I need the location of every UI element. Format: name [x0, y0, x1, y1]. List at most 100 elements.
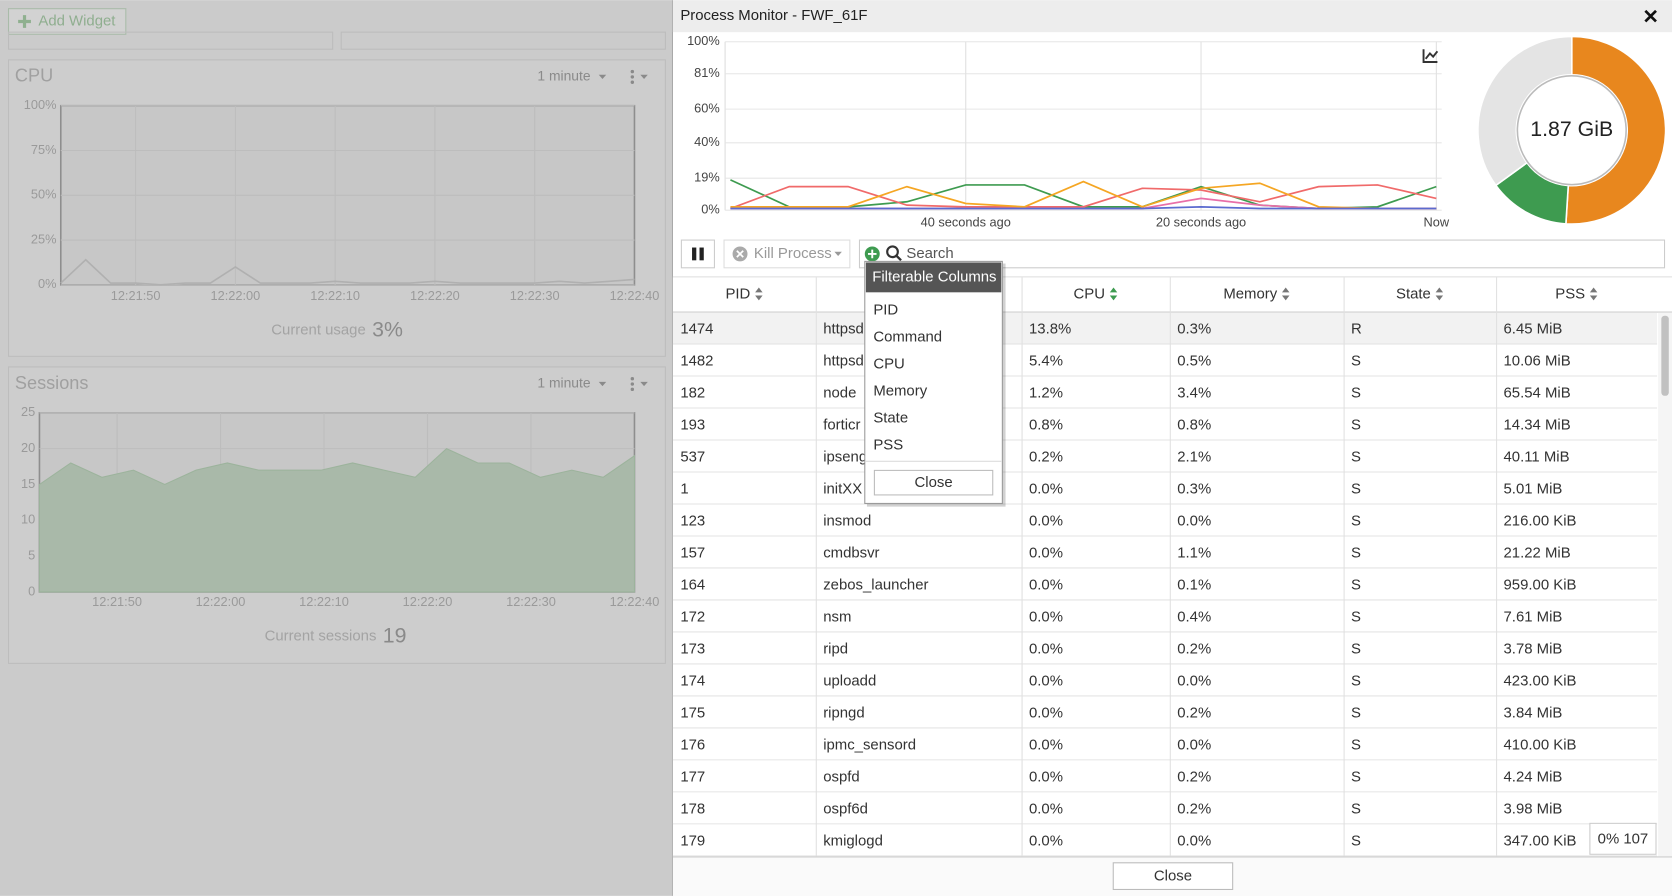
footer-close-button[interactable] — [1112, 862, 1234, 890]
table-row[interactable] — [672, 632, 1658, 665]
table-cell: 0.0% — [1029, 704, 1063, 721]
table-cell: 0.0% — [1177, 736, 1211, 753]
table-cell: 0.0% — [1029, 736, 1063, 753]
table-row[interactable] — [672, 664, 1658, 697]
table-cell: 5.4% — [1029, 353, 1063, 370]
panel-title: Process Monitor - FWF_61F — [680, 7, 867, 24]
column-header[interactable]: PSS — [1555, 285, 1585, 302]
line-series — [730, 180, 1437, 210]
table-row[interactable] — [672, 728, 1658, 761]
table-cell: 0.0% — [1029, 545, 1063, 562]
table-cell: forticr — [823, 417, 860, 434]
table-cell: 0.1% — [1177, 576, 1211, 593]
table-cell: 40.11 MiB — [1504, 449, 1570, 466]
table-row[interactable] — [672, 472, 1658, 505]
table-cell: S — [1351, 481, 1361, 498]
y-tick-label: 25% — [31, 231, 57, 246]
widget-period: 1 minute — [537, 68, 590, 84]
table-cell: node — [823, 385, 856, 402]
column-header[interactable]: Memory — [1223, 285, 1277, 302]
x-tick-label: 12:22:10 — [310, 288, 360, 303]
filter-close-button[interactable] — [873, 469, 994, 496]
y-tick-label: 50% — [31, 187, 57, 202]
filter-popup — [864, 260, 1003, 504]
close-icon[interactable] — [1644, 9, 1657, 23]
table-cell: ripngd — [823, 704, 864, 721]
table-row[interactable] — [672, 600, 1658, 633]
table-row[interactable] — [672, 344, 1658, 377]
table-cell: httpsd — [823, 321, 864, 338]
table-row[interactable] — [672, 504, 1658, 537]
table-cell: 173 — [680, 640, 705, 657]
donut-slice — [1565, 35, 1667, 225]
table-cell: nsm — [823, 608, 851, 625]
table-row[interactable] — [672, 824, 1658, 857]
table-cell: 0.0% — [1029, 608, 1063, 625]
y-tick-label: 100% — [687, 33, 720, 48]
table-cell: 3.98 MiB — [1504, 800, 1563, 817]
table-row[interactable] — [672, 536, 1658, 569]
pause-button[interactable] — [680, 239, 715, 269]
filter-item[interactable]: Memory — [873, 382, 927, 399]
table-row[interactable] — [672, 312, 1658, 345]
table-cell: ospf6d — [823, 800, 868, 817]
table-cell: 3.78 MiB — [1504, 640, 1563, 657]
x-tick-label: 12:22:10 — [299, 594, 349, 609]
line-series — [730, 205, 1437, 210]
table-cell: 172 — [680, 608, 705, 625]
table-cell: S — [1351, 704, 1361, 721]
footer-label: Current usage — [271, 322, 365, 339]
table-cell: 0.0% — [1177, 513, 1211, 530]
table-row[interactable] — [672, 696, 1658, 729]
table-cell: 157 — [680, 545, 705, 562]
plus-icon — [18, 15, 31, 28]
table-cell: S — [1351, 672, 1361, 689]
table-row[interactable] — [672, 792, 1658, 825]
table-cell: 1.1% — [1177, 545, 1211, 562]
filter-item[interactable]: State — [873, 409, 908, 426]
table-cell: 423.00 KiB — [1504, 672, 1577, 689]
table-row[interactable] — [672, 376, 1658, 409]
y-tick-label: 0% — [38, 276, 56, 291]
caret-icon — [640, 381, 648, 387]
x-tick-label: 12:22:00 — [210, 288, 260, 303]
table-cell: 5.01 MiB — [1504, 481, 1563, 498]
table-cell: 0.2% — [1177, 768, 1211, 785]
filter-item[interactable]: CPU — [873, 355, 904, 372]
table-cell: 0.0% — [1029, 640, 1063, 657]
x-tick-label: 12:21:50 — [111, 288, 161, 303]
filter-close-label: Close — [915, 474, 953, 491]
column-header[interactable]: CPU — [1074, 285, 1105, 302]
filter-item[interactable]: PSS — [873, 436, 903, 453]
panel-header — [672, 0, 1672, 33]
area-series — [38, 448, 635, 593]
x-tick-label: 12:22:20 — [410, 288, 460, 303]
table-cell: S — [1351, 449, 1361, 466]
table-row[interactable] — [672, 408, 1658, 441]
table-cell: 3.84 MiB — [1504, 704, 1563, 721]
column-header[interactable]: PID — [725, 285, 750, 302]
table-row[interactable] — [672, 440, 1658, 473]
table-cell: 0.0% — [1029, 481, 1063, 498]
filter-item[interactable]: PID — [873, 301, 898, 318]
table-cell: 0.0% — [1029, 672, 1063, 689]
table-cell: 347.00 KiB — [1504, 832, 1577, 849]
column-header[interactable]: State — [1396, 285, 1431, 302]
table-cell: 193 — [680, 417, 705, 434]
footer-value: 19 — [383, 623, 407, 647]
table-row[interactable] — [672, 760, 1658, 793]
line-series — [730, 184, 1437, 210]
scrollbar-track — [1658, 312, 1672, 857]
widget-edge — [7, 31, 334, 50]
table-cell: 1.2% — [1029, 385, 1063, 402]
x-tick-label: 12:22:00 — [196, 594, 246, 609]
x-tick-label: 12:22:40 — [610, 594, 660, 609]
table-cell: 0.0% — [1177, 832, 1211, 849]
y-tick-label: 81% — [694, 65, 720, 80]
filter-item[interactable]: Command — [873, 328, 942, 345]
table-row[interactable] — [672, 568, 1658, 601]
table-cell: ipseng — [823, 449, 867, 466]
table-cell: S — [1351, 385, 1361, 402]
donut-label: 1.87 GiB — [1530, 117, 1613, 141]
